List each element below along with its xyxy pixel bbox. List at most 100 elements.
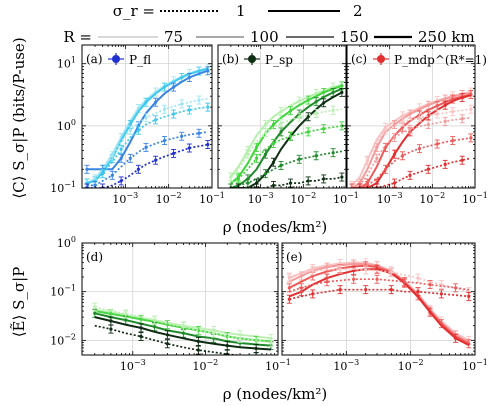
series-group	[92, 302, 274, 358]
legend-label: P_fl	[129, 53, 151, 67]
data-point	[119, 156, 123, 160]
data-point	[206, 105, 210, 109]
data-point	[435, 104, 439, 108]
y-tick-label: 100	[57, 235, 76, 250]
data-point	[352, 262, 356, 266]
sigma-entry-2: 2	[353, 2, 363, 20]
data-point	[460, 117, 464, 121]
x-axis-label-bottom: ρ (nodes/km²)	[223, 385, 328, 403]
data-point	[392, 152, 397, 156]
data-point	[110, 154, 114, 158]
y-tick-label: 101	[57, 56, 76, 71]
data-point	[139, 326, 143, 330]
axis-ticks	[81, 242, 279, 356]
data-point	[144, 100, 148, 104]
data-point	[426, 167, 430, 171]
data-point	[181, 331, 186, 335]
data-point	[288, 181, 293, 185]
legend: σ_r = 1 2 R = 75 100 150 250 km	[63, 2, 474, 46]
axis-ticks	[281, 242, 476, 356]
series-line-R150-sigma1	[230, 150, 343, 188]
data-point	[306, 98, 310, 102]
data-point	[124, 312, 128, 316]
y-tick-label: 10−2	[50, 332, 76, 347]
data-point	[162, 107, 167, 111]
series-line-R100-sigma1	[86, 106, 208, 184]
x-tick-label: 10−1	[333, 191, 359, 206]
axes-frame	[81, 44, 213, 189]
axis-ticks	[217, 44, 347, 189]
data-point	[297, 99, 301, 103]
data-point	[172, 85, 176, 89]
data-point	[338, 288, 342, 292]
data-point	[271, 183, 276, 188]
data-point	[287, 275, 291, 279]
data-point	[340, 175, 344, 179]
data-point	[154, 100, 158, 104]
tick-labels: 10−3 10−2 10−1	[248, 191, 359, 206]
data-point	[416, 290, 420, 294]
series-group	[228, 81, 345, 188]
data-point	[322, 177, 326, 181]
data-point	[392, 135, 397, 140]
tick-labels: 10−3 10−2 10−1 10−2 10−1 100	[50, 235, 291, 373]
data-point	[128, 122, 132, 127]
data-point	[331, 90, 335, 95]
data-point	[325, 280, 329, 284]
data-point	[196, 348, 200, 352]
data-point	[417, 116, 422, 120]
data-point	[322, 127, 326, 131]
data-point	[255, 355, 258, 358]
data-point	[165, 333, 170, 337]
data-point	[187, 75, 191, 80]
r-entry-250: 250 km	[418, 28, 475, 46]
data-point	[340, 90, 344, 95]
data-point	[271, 122, 276, 127]
data-point	[246, 152, 250, 156]
data-point	[428, 282, 432, 287]
data-point	[417, 147, 422, 151]
data-point	[181, 325, 186, 329]
y-tick-label: 10−1	[50, 284, 76, 299]
data-point	[271, 160, 276, 164]
data-point	[299, 274, 303, 278]
data-point	[402, 280, 407, 284]
data-point	[331, 151, 335, 155]
data-point	[172, 151, 176, 156]
data-point	[187, 108, 191, 112]
data-point	[93, 311, 97, 315]
data-point	[375, 156, 379, 160]
data-point	[331, 108, 335, 112]
data-point	[383, 128, 388, 132]
data-point	[206, 142, 210, 147]
data-point	[352, 277, 356, 281]
data-point	[306, 130, 310, 134]
data-point	[322, 101, 326, 105]
series-group	[84, 63, 211, 188]
data-point	[322, 90, 326, 95]
x-tick-label: 10−3	[112, 191, 138, 206]
data-point	[206, 69, 210, 73]
data-point	[212, 331, 216, 335]
data-point	[340, 124, 344, 128]
panel-tag: (c)	[351, 52, 367, 66]
series-line-R75-sigma1	[289, 268, 470, 293]
data-point	[162, 138, 167, 143]
series-line-R75-sigma2	[229, 83, 343, 178]
axis-ticks	[81, 44, 213, 189]
data-point	[279, 121, 283, 125]
data-point	[451, 138, 455, 143]
data-point	[101, 172, 105, 176]
data-point	[225, 343, 229, 348]
data-point	[416, 276, 420, 280]
axes-frame	[217, 44, 347, 189]
data-point	[297, 157, 301, 161]
data-point	[365, 159, 369, 163]
data-point	[375, 145, 379, 150]
legend-swatch-marker	[377, 55, 385, 63]
data-point	[93, 305, 97, 309]
r-entry-150: 150	[340, 28, 369, 46]
data-point	[435, 142, 439, 146]
x-tick-label: 10−2	[419, 191, 445, 206]
x-tick-label: 10−2	[192, 358, 218, 373]
